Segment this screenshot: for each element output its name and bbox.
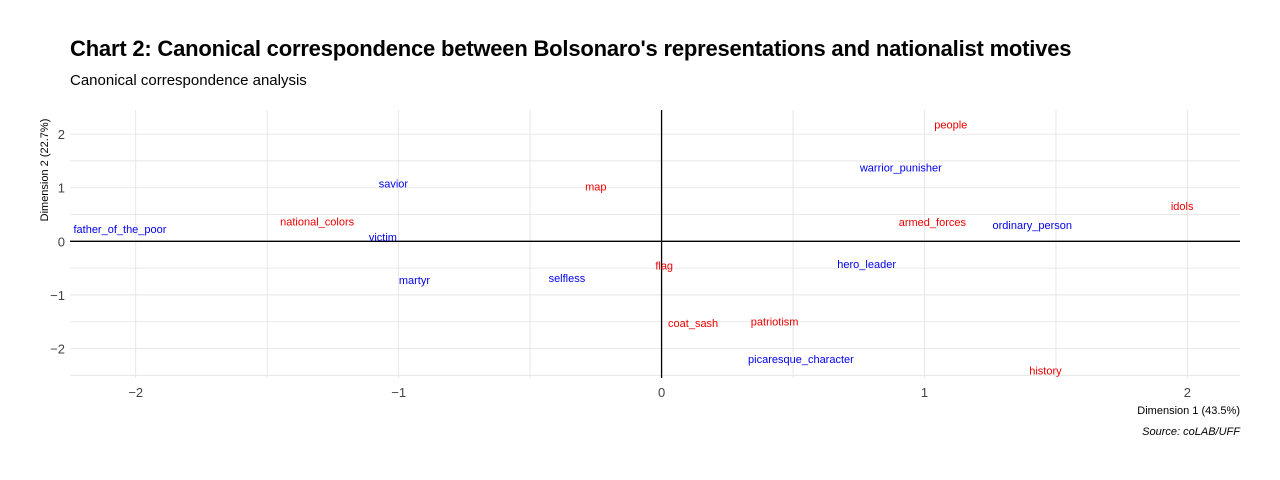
y-tick-label: −1: [50, 288, 65, 303]
point-labels: father_of_the_poor savior victim martyr self…: [73, 119, 1193, 377]
point-label-victim: victim: [369, 232, 397, 244]
x-tick-label: −2: [128, 385, 143, 400]
source-caption: Source: coLAB/UFF: [1142, 426, 1240, 438]
x-tick-label: 2: [1184, 385, 1191, 400]
point-label-people: people: [934, 119, 967, 131]
x-tick-label: 1: [921, 385, 928, 400]
y-tick-label: −2: [50, 342, 65, 357]
zero-axes: [70, 110, 1240, 378]
point-label-national-colors: national_colors: [280, 216, 354, 228]
point-label-armed-forces: armed_forces: [899, 217, 967, 229]
y-axis-label: Dimension 2 (22.7%): [39, 119, 51, 222]
point-label-father-of-the-poor: father_of_the_poor: [73, 224, 166, 236]
point-label-flag: flag: [655, 260, 673, 272]
chart-subtitle: Canonical correspondence analysis: [70, 72, 307, 89]
x-tick-label: −1: [391, 385, 406, 400]
point-label-picaresque-character: picaresque_character: [748, 354, 854, 366]
point-label-savior: savior: [379, 178, 409, 190]
y-tick-label: 2: [58, 127, 65, 142]
y-tick-label: 1: [58, 181, 65, 196]
point-label-martyr: martyr: [399, 275, 431, 287]
chart-title: Chart 2: Canonical correspondence betwee…: [70, 36, 1072, 61]
x-tick-label: 0: [658, 385, 665, 400]
point-label-map: map: [585, 182, 606, 194]
point-label-warrior-punisher: warrior_punisher: [859, 162, 942, 174]
point-label-selfless: selfless: [549, 273, 586, 285]
point-label-hero-leader: hero_leader: [837, 259, 896, 271]
point-label-ordinary-person: ordinary_person: [993, 220, 1073, 232]
x-axis-label: Dimension 1 (43.5%): [1137, 405, 1240, 417]
point-label-patriotism: patriotism: [751, 317, 799, 329]
point-label-idols: idols: [1171, 201, 1194, 213]
tick-labels: −2 −1 0 1 2 −2 −1 0 1 2: [50, 127, 1191, 400]
point-label-coat-sash: coat_sash: [668, 318, 718, 330]
point-label-history: history: [1029, 365, 1062, 377]
y-tick-label: 0: [58, 234, 65, 249]
grid-lines: [70, 110, 1240, 378]
